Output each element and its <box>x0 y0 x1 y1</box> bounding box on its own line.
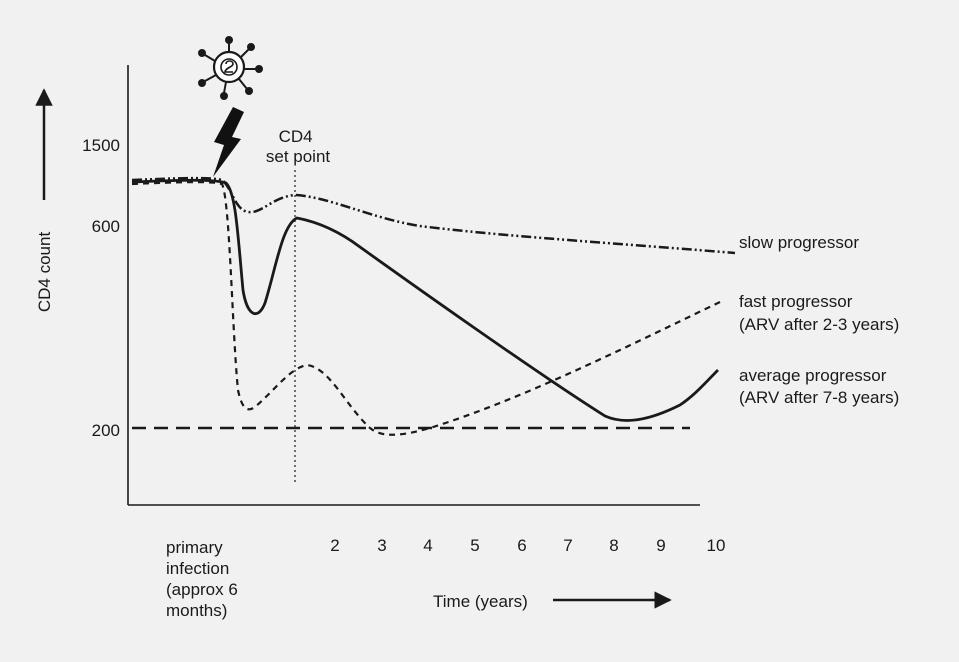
label-slow-line-1: slow progressor <box>739 233 859 252</box>
x-tick-2: 2 <box>330 536 339 555</box>
label-average-progressor: average progressor (ARV after 7-8 years) <box>739 366 899 407</box>
x-tick-6: 6 <box>517 536 526 555</box>
x-tick-3: 3 <box>377 536 386 555</box>
x-tick-4: 4 <box>423 536 432 555</box>
primary-line-2: infection <box>166 559 229 578</box>
label-average-line-2: (ARV after 7-8 years) <box>739 388 899 407</box>
series-fast-progressor <box>131 181 721 436</box>
y-tick-600: 600 <box>92 217 120 236</box>
x-tick-5: 5 <box>470 536 479 555</box>
x-axis-label: Time (years) <box>433 592 528 611</box>
y-axis-label: CD4 count <box>35 232 54 313</box>
x-tick-labels: 2 3 4 5 6 7 8 9 10 <box>330 536 725 555</box>
series-slow-progressor <box>131 176 736 255</box>
primary-infection-label: primary infection (approx 6 months) <box>166 538 243 620</box>
series-average-progressor <box>131 178 719 422</box>
set-point-line-1: CD4 <box>279 127 313 146</box>
label-average-line-1: average progressor <box>739 366 887 385</box>
label-fast-progressor: fast progressor (ARV after 2-3 years) <box>739 292 899 334</box>
primary-line-1: primary <box>166 538 223 557</box>
lightning-icon <box>213 107 244 177</box>
y-tick-1500: 1500 <box>82 136 120 155</box>
x-tick-8: 8 <box>609 536 618 555</box>
x-tick-10: 10 <box>707 536 726 555</box>
virus-icon <box>198 36 263 100</box>
primary-line-3: (approx 6 <box>166 580 238 599</box>
label-slow-progressor: slow progressor <box>739 233 859 252</box>
y-tick-200: 200 <box>92 421 120 440</box>
set-point-line-2: set point <box>266 147 331 166</box>
primary-line-4: months) <box>166 601 227 620</box>
x-tick-7: 7 <box>563 536 572 555</box>
label-fast-line-1: fast progressor <box>739 292 853 311</box>
set-point-label: CD4 set point <box>266 127 331 166</box>
x-tick-9: 9 <box>656 536 665 555</box>
label-fast-line-2: (ARV after 2-3 years) <box>739 315 899 334</box>
